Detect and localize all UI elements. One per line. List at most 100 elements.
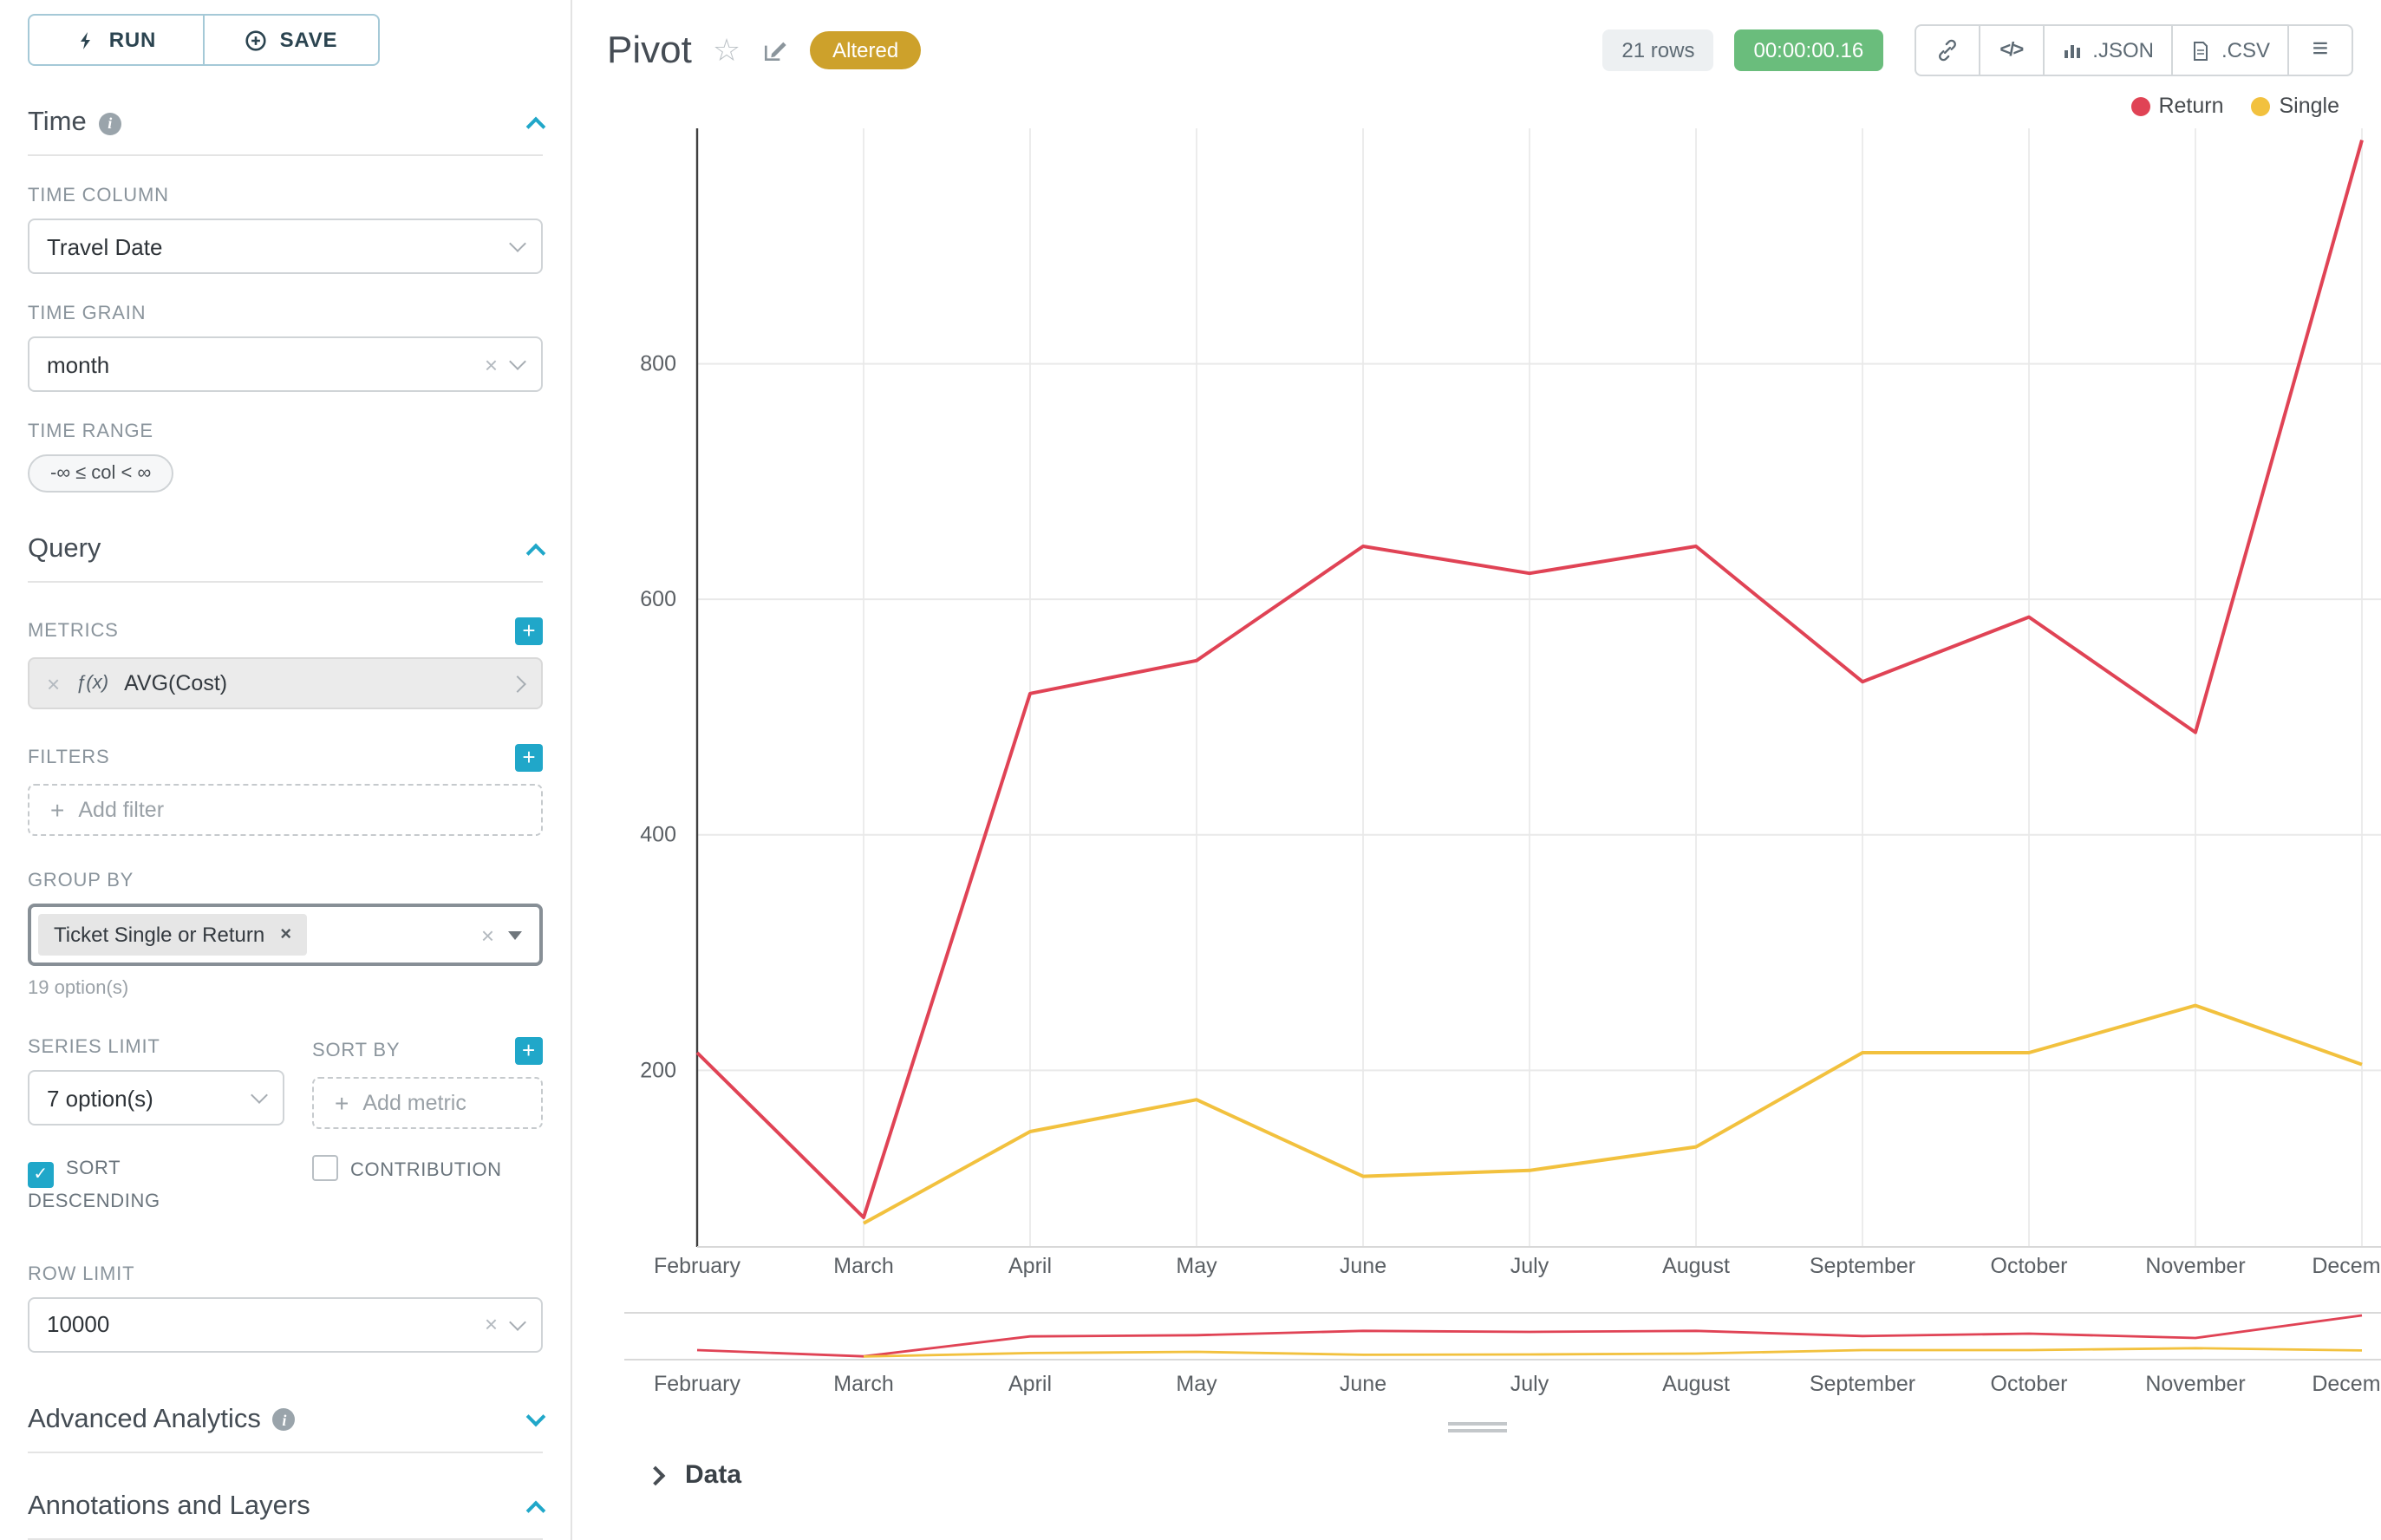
y-axis-tick-label: 200 bbox=[640, 1058, 676, 1082]
legend-dot-icon bbox=[2251, 96, 2271, 115]
mini-brush-chart[interactable]: February March April May June July August Septe… bbox=[572, 1301, 2381, 1405]
add-sort-metric-box[interactable]: + Add metric bbox=[312, 1077, 543, 1129]
more-options-button[interactable]: ≡ bbox=[2287, 24, 2353, 76]
data-panel-toggle[interactable]: Data bbox=[572, 1432, 2381, 1490]
x-axis-tick-label: November bbox=[2145, 1254, 2245, 1278]
run-button[interactable]: RUN bbox=[28, 14, 205, 66]
chevron-down-icon[interactable] bbox=[525, 1406, 546, 1426]
time-grain-select[interactable]: month × bbox=[28, 336, 543, 392]
clear-icon[interactable]: × bbox=[484, 351, 498, 377]
save-button-label: SAVE bbox=[279, 28, 338, 52]
add-filter-box[interactable]: + Add filter bbox=[28, 784, 543, 836]
query-section-header[interactable]: Query bbox=[28, 534, 546, 583]
mini-x-axis-tick-label: May bbox=[1176, 1372, 1217, 1396]
y-axis-tick-label: 600 bbox=[640, 587, 676, 611]
legend-item-return[interactable]: Return bbox=[2130, 94, 2224, 118]
x-axis-tick-label: June bbox=[1340, 1254, 1386, 1278]
series-line-return bbox=[695, 140, 2364, 1219]
plus-icon: + bbox=[335, 1089, 349, 1117]
export-csv-label: .CSV bbox=[2221, 38, 2270, 62]
add-sort-metric-plus-button[interactable]: + bbox=[515, 1037, 543, 1065]
chart-header: Pivot ☆ Altered 21 rows 00:00:00.16 </> bbox=[572, 0, 2381, 76]
export-button-group: </> .JSON .CSV ≡ bbox=[1914, 24, 2353, 76]
checkbox-unchecked-icon bbox=[312, 1155, 338, 1181]
remove-metric-icon[interactable]: × bbox=[47, 670, 61, 696]
mini-x-axis-tick-label: June bbox=[1340, 1372, 1386, 1396]
view-query-button[interactable]: </> bbox=[1978, 24, 2045, 76]
mini-series-line-return bbox=[696, 1314, 2363, 1358]
sort-descending-checkbox[interactable]: ✓ SORT DESCENDING bbox=[28, 1155, 187, 1218]
mini-x-axis-tick-label: March bbox=[833, 1372, 893, 1396]
code-icon: </> bbox=[1999, 40, 2024, 61]
mini-x-axis-tick-label: April bbox=[1008, 1372, 1052, 1396]
mini-x-axis-tick-label: August bbox=[1662, 1372, 1730, 1396]
file-icon bbox=[2193, 41, 2208, 60]
advanced-analytics-header[interactable]: Advanced Analytics i bbox=[28, 1404, 546, 1453]
row-count-badge: 21 rows bbox=[1602, 29, 1714, 71]
dropdown-caret-icon bbox=[508, 930, 522, 939]
metrics-label: METRICS bbox=[28, 621, 119, 642]
export-json-button[interactable]: .JSON bbox=[2042, 24, 2173, 76]
edit-pencil-icon[interactable] bbox=[761, 36, 789, 64]
sort-by-label: SORT BY bbox=[312, 1041, 401, 1061]
chevron-up-icon[interactable] bbox=[525, 116, 546, 137]
add-metric-plus-button[interactable]: + bbox=[515, 617, 543, 645]
plus-icon: + bbox=[50, 796, 65, 824]
info-icon: i bbox=[272, 1408, 296, 1432]
query-timer-badge: 00:00:00.16 bbox=[1734, 29, 1883, 71]
export-csv-button[interactable]: .CSV bbox=[2170, 24, 2289, 76]
row-limit-select[interactable]: 10000 × bbox=[28, 1296, 543, 1353]
x-axis-tick-label: April bbox=[1008, 1254, 1052, 1278]
time-range-label: TIME RANGE bbox=[28, 421, 153, 442]
time-range-pill[interactable]: -∞ ≤ col < ∞ bbox=[28, 454, 174, 493]
annotations-title: Annotations and Layers bbox=[28, 1491, 310, 1521]
remove-tag-icon[interactable]: × bbox=[280, 924, 292, 945]
main-line-chart[interactable]: 200 400 600 800 February March April May June Jul… bbox=[572, 118, 2381, 1283]
export-json-label: .JSON bbox=[2092, 38, 2154, 62]
chart-panel: Pivot ☆ Altered 21 rows 00:00:00.16 </> bbox=[572, 0, 2381, 1540]
series-line-single bbox=[863, 1003, 2363, 1225]
clear-icon[interactable]: × bbox=[480, 922, 494, 948]
group-by-select[interactable]: Ticket Single or Return × × bbox=[28, 904, 543, 966]
save-button[interactable]: SAVE bbox=[203, 14, 380, 66]
time-grain-label: TIME GRAIN bbox=[28, 303, 147, 324]
mini-x-axis-tick-label: November bbox=[2145, 1372, 2245, 1396]
add-sort-metric-label: Add metric bbox=[362, 1091, 466, 1115]
mini-x-axis-tick-label: September bbox=[1810, 1372, 1915, 1396]
time-column-select[interactable]: Travel Date bbox=[28, 219, 543, 274]
data-panel-label: Data bbox=[685, 1460, 742, 1490]
add-filter-label: Add filter bbox=[78, 798, 165, 822]
run-save-button-group: RUN SAVE bbox=[28, 14, 543, 66]
plus-circle-icon bbox=[246, 29, 267, 50]
chevron-right-icon bbox=[645, 1465, 666, 1485]
metric-option[interactable]: × ƒ(x) AVG(Cost) bbox=[28, 657, 543, 709]
query-section-title: Query bbox=[28, 534, 101, 564]
favorite-star-icon[interactable]: ☆ bbox=[712, 33, 741, 68]
chevron-up-icon[interactable] bbox=[525, 1499, 546, 1520]
legend-item-single[interactable]: Single bbox=[2251, 94, 2339, 118]
group-by-tag: Ticket Single or Return × bbox=[38, 914, 308, 956]
time-section-header[interactable]: Time i bbox=[28, 108, 546, 156]
link-icon bbox=[1938, 39, 1956, 62]
resize-drag-handle[interactable] bbox=[1447, 1422, 1506, 1432]
clear-icon[interactable]: × bbox=[484, 1311, 498, 1338]
add-filter-plus-button[interactable]: + bbox=[515, 744, 543, 772]
annotations-header[interactable]: Annotations and Layers bbox=[28, 1491, 546, 1540]
series-limit-select[interactable]: 7 option(s) bbox=[28, 1070, 284, 1126]
chevron-up-icon[interactable] bbox=[525, 543, 546, 564]
mini-x-axis-tick-label: December bbox=[2312, 1372, 2381, 1396]
hamburger-menu-icon: ≡ bbox=[2312, 35, 2329, 64]
series-limit-label: SERIES LIMIT bbox=[28, 1037, 160, 1058]
contribution-checkbox[interactable]: CONTRIBUTION bbox=[312, 1155, 543, 1218]
mini-x-axis-tick-label: February bbox=[654, 1372, 741, 1396]
chevron-down-icon bbox=[251, 1086, 268, 1104]
chevron-right-icon[interactable] bbox=[509, 675, 526, 692]
x-axis-tick-label: February bbox=[654, 1254, 741, 1278]
short-link-button[interactable] bbox=[1914, 24, 1980, 76]
x-axis-tick-label: September bbox=[1810, 1254, 1915, 1278]
legend-dot-icon bbox=[2130, 96, 2150, 115]
time-column-value: Travel Date bbox=[47, 233, 163, 259]
info-icon: i bbox=[98, 112, 121, 134]
group-by-tag-label: Ticket Single or Return bbox=[54, 923, 265, 947]
